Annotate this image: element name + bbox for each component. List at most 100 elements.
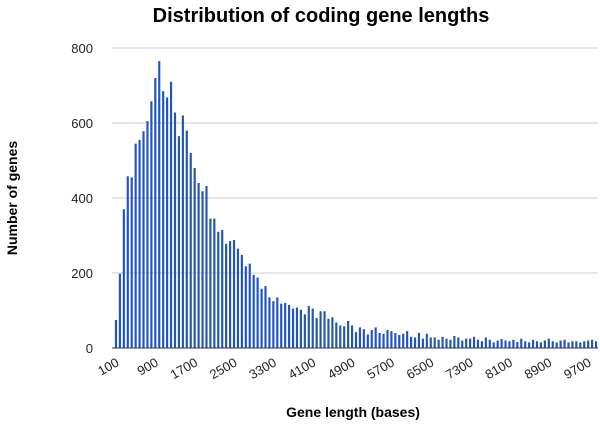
bar [177,136,180,349]
bar [476,339,480,348]
bar [189,153,192,348]
bar [354,332,358,348]
bar [138,139,141,349]
bar [268,297,271,349]
x-tick-label: 6500 [404,355,437,382]
x-tick-label: 2500 [207,355,240,382]
bar [311,308,314,349]
bar [480,341,483,348]
bar [539,342,543,349]
bar [583,341,586,348]
bar [205,186,208,348]
bar [221,229,224,349]
bar [181,115,184,348]
bar [150,101,153,348]
bar [453,336,456,348]
bar [445,338,448,349]
bar [256,277,259,348]
bar [347,321,350,348]
y-tick-labels: 0 200 400 600 800 [71,41,93,356]
bar [382,333,385,348]
bar [295,307,299,348]
bar [264,286,267,349]
bar [378,333,381,348]
bar [579,342,582,349]
bar [512,339,515,348]
bar [571,341,574,348]
bar [315,318,318,348]
bar [449,339,452,348]
bar [126,176,129,348]
bar [299,309,302,348]
bar [303,314,306,348]
bar [240,255,243,348]
x-tick-label: 8100 [482,355,515,382]
bar [122,209,125,348]
bar [535,341,539,348]
bar [366,334,369,348]
bar [362,329,365,348]
bar [520,338,523,349]
bar [323,311,326,348]
x-tick-label: 900 [135,355,161,379]
bar [276,297,279,349]
bar [193,168,196,348]
bar [406,331,409,349]
x-tick-label: 5700 [364,355,397,382]
bar [327,318,330,348]
bar [339,325,342,348]
bar [252,274,255,349]
bar [469,338,472,349]
bar [162,91,165,349]
x-tick-label: 9700 [561,355,594,382]
bar [272,301,275,349]
y-tick-label: 0 [86,341,93,356]
bar [134,143,137,349]
bar [390,331,393,349]
y-tick-label: 800 [71,41,93,56]
bar [166,97,169,348]
y-tick-label: 400 [71,191,93,206]
bar [492,342,495,349]
x-tick-label: 7300 [443,355,476,382]
bar [547,338,550,349]
bar [528,342,531,349]
bar [217,231,220,348]
bar [142,131,145,348]
bar [185,130,188,348]
bar [169,81,173,348]
bar [488,339,491,348]
bar [350,325,354,348]
bar [229,241,232,349]
bar [158,61,161,349]
bar [410,336,413,348]
bar [398,334,401,349]
bar [394,333,397,348]
bar [236,248,240,349]
bar [524,341,527,348]
bar [331,317,334,348]
bar [594,341,598,348]
bar [335,322,338,348]
bar [201,191,204,348]
bar [437,339,440,348]
bar [555,342,558,349]
bar [516,342,519,348]
bar [288,304,291,349]
bar [421,338,424,349]
bar [130,177,133,349]
bar [508,341,511,348]
bar [587,340,590,348]
bar [213,218,216,349]
bar [441,336,444,348]
bar [232,240,236,348]
bar [291,308,295,349]
y-tick-label: 600 [71,116,93,131]
x-tick-label: 8900 [522,355,555,382]
bar [504,340,507,348]
bar [173,112,177,348]
bar [197,183,200,348]
chart-title: Distribution of coding gene lengths [153,5,490,27]
bar-series [114,61,598,349]
